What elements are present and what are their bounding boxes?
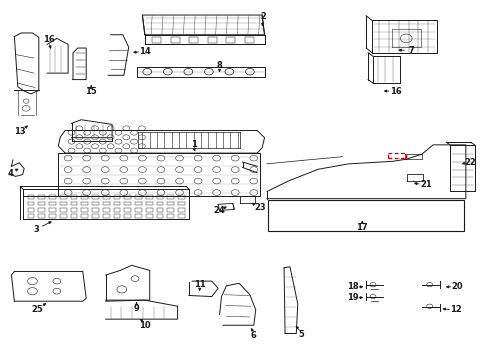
Text: 18: 18 — [347, 282, 358, 291]
Text: 4: 4 — [7, 169, 13, 178]
Bar — [49, 195, 56, 199]
Text: 2: 2 — [261, 12, 267, 21]
Bar — [178, 214, 185, 218]
Bar — [103, 195, 110, 199]
Bar — [92, 195, 99, 199]
Bar — [245, 37, 254, 43]
Bar — [49, 214, 56, 218]
Bar — [38, 195, 45, 199]
Bar — [71, 202, 77, 205]
Bar — [167, 202, 174, 205]
Bar — [167, 208, 174, 212]
Bar — [60, 208, 67, 212]
Text: 21: 21 — [420, 180, 432, 189]
Bar — [146, 208, 153, 212]
Bar — [226, 37, 235, 43]
Bar — [71, 195, 77, 199]
Bar — [27, 195, 34, 199]
Bar — [60, 214, 67, 218]
Bar — [167, 214, 174, 218]
Bar — [157, 195, 163, 199]
Text: 20: 20 — [452, 282, 464, 291]
Bar — [103, 208, 110, 212]
Text: 19: 19 — [347, 293, 358, 302]
Bar — [81, 214, 88, 218]
Text: 22: 22 — [464, 158, 476, 167]
Bar — [137, 67, 265, 77]
Bar — [49, 208, 56, 212]
Bar — [135, 214, 142, 218]
Text: 5: 5 — [298, 330, 304, 339]
Bar — [171, 37, 179, 43]
Bar — [178, 195, 185, 199]
Bar — [189, 37, 198, 43]
Bar — [146, 195, 153, 199]
Bar — [178, 208, 185, 212]
Bar — [92, 214, 99, 218]
Bar — [92, 202, 99, 205]
Bar — [27, 214, 34, 218]
Text: 11: 11 — [194, 280, 206, 289]
Text: 9: 9 — [134, 304, 139, 313]
Bar — [81, 208, 88, 212]
Bar — [114, 195, 121, 199]
Bar — [114, 202, 121, 205]
Bar — [157, 214, 163, 218]
Bar — [27, 202, 34, 205]
Bar — [103, 202, 110, 205]
Bar — [81, 195, 88, 199]
Bar — [152, 37, 161, 43]
Bar — [38, 208, 45, 212]
Bar — [135, 202, 142, 205]
Bar — [208, 37, 217, 43]
Bar — [124, 208, 131, 212]
Bar — [71, 208, 77, 212]
Bar — [81, 202, 88, 205]
Text: 24: 24 — [214, 206, 225, 215]
Bar — [269, 201, 464, 231]
Bar — [60, 195, 67, 199]
Text: 25: 25 — [31, 305, 43, 314]
Text: 17: 17 — [356, 223, 368, 232]
Bar — [71, 214, 77, 218]
Bar — [135, 195, 142, 199]
Text: 16: 16 — [390, 86, 401, 95]
Text: 10: 10 — [139, 321, 150, 330]
Bar — [124, 214, 131, 218]
Bar — [27, 208, 34, 212]
Bar — [167, 195, 174, 199]
Text: 8: 8 — [217, 62, 222, 71]
Bar — [157, 208, 163, 212]
Text: 6: 6 — [251, 332, 257, 341]
Bar — [146, 202, 153, 205]
Bar — [124, 195, 131, 199]
Text: 7: 7 — [408, 46, 414, 55]
Bar — [135, 208, 142, 212]
Bar — [114, 214, 121, 218]
Bar — [157, 202, 163, 205]
Bar — [38, 202, 45, 205]
Bar — [92, 208, 99, 212]
Bar — [146, 214, 153, 218]
Bar — [49, 202, 56, 205]
Bar — [60, 202, 67, 205]
Text: 12: 12 — [450, 305, 462, 314]
Text: 3: 3 — [33, 225, 39, 234]
Bar — [38, 214, 45, 218]
Text: 13: 13 — [14, 127, 26, 136]
Text: 23: 23 — [255, 203, 267, 212]
Text: 14: 14 — [139, 47, 151, 56]
Bar — [103, 214, 110, 218]
Text: 16: 16 — [43, 35, 54, 44]
Bar — [114, 208, 121, 212]
Bar — [178, 202, 185, 205]
Text: 15: 15 — [85, 86, 97, 95]
Text: 1: 1 — [191, 140, 196, 149]
Bar — [124, 202, 131, 205]
